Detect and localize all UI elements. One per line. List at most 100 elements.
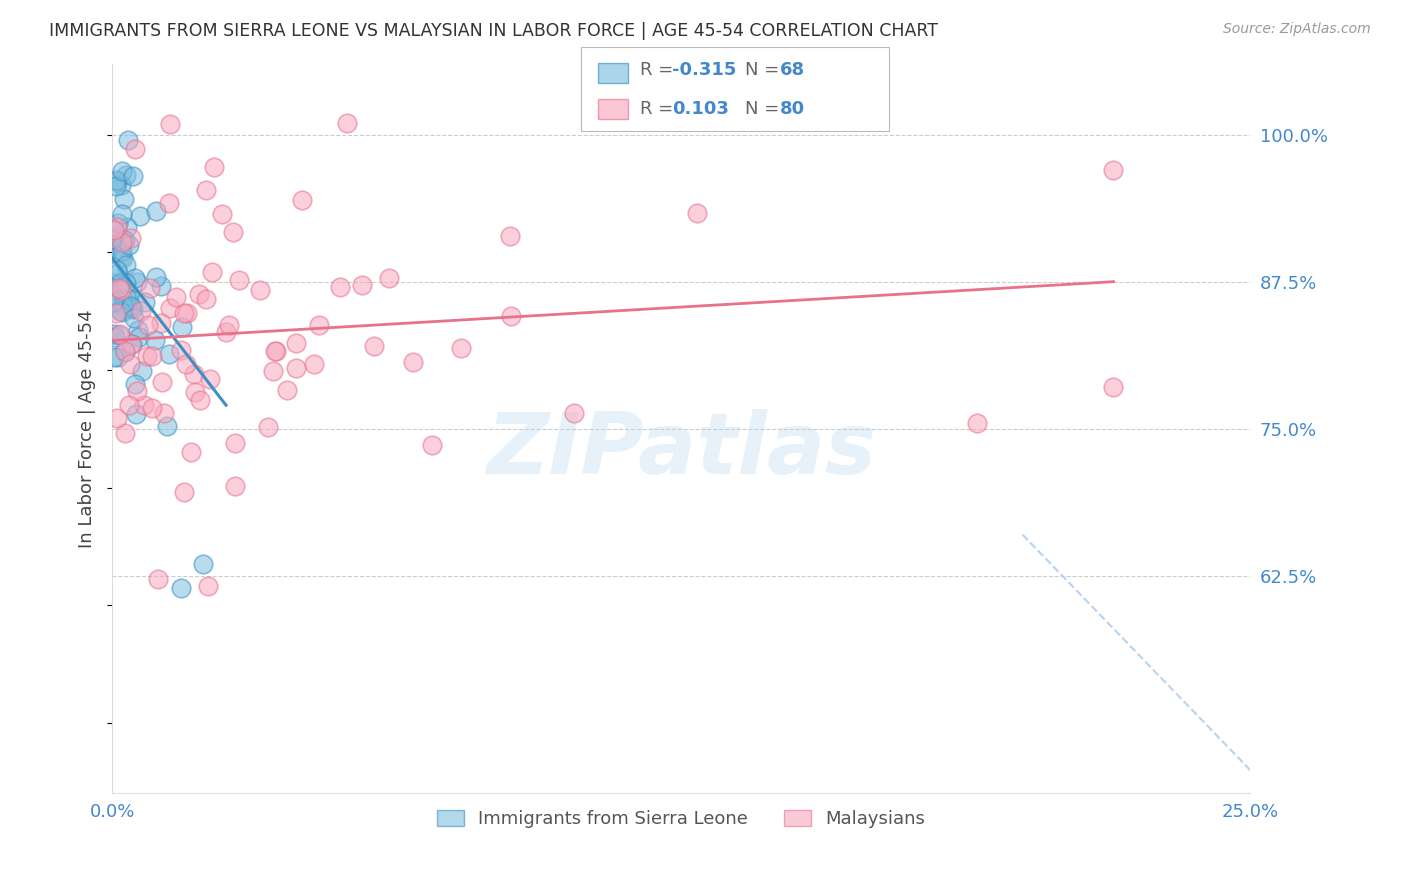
Point bbox=[190, 392, 212, 407]
Point bbox=[108, 304, 131, 318]
Point bbox=[120, 337, 142, 351]
Point bbox=[285, 335, 308, 350]
Point bbox=[101, 232, 124, 246]
Text: IMMIGRANTS FROM SIERRA LEONE VS MALAYSIAN IN LABOR FORCE | AGE 45-54 CORRELATION: IMMIGRANTS FROM SIERRA LEONE VS MALAYSIA… bbox=[49, 22, 938, 40]
Point bbox=[686, 206, 709, 220]
Point bbox=[107, 266, 129, 280]
Text: ZIPatlas: ZIPatlas bbox=[486, 409, 876, 492]
Point bbox=[110, 275, 132, 289]
Point bbox=[112, 298, 135, 312]
Text: N =: N = bbox=[745, 62, 785, 79]
Point bbox=[128, 210, 150, 224]
Point bbox=[201, 265, 224, 279]
Point bbox=[221, 225, 243, 239]
Point bbox=[104, 178, 127, 193]
Point bbox=[132, 398, 155, 412]
Point bbox=[183, 367, 205, 381]
Point bbox=[141, 401, 163, 415]
Point bbox=[145, 334, 167, 348]
Point bbox=[107, 350, 129, 364]
Point bbox=[284, 360, 307, 375]
Point bbox=[115, 168, 138, 182]
Point bbox=[107, 281, 129, 295]
Point bbox=[499, 310, 522, 324]
Point bbox=[291, 193, 314, 207]
Point bbox=[111, 164, 134, 178]
Point bbox=[105, 306, 128, 320]
Point bbox=[215, 326, 238, 340]
Point bbox=[101, 221, 124, 235]
Point bbox=[136, 318, 159, 333]
Point bbox=[125, 275, 148, 289]
Point bbox=[352, 277, 374, 292]
Point bbox=[170, 343, 193, 358]
Point bbox=[150, 375, 173, 389]
Point bbox=[105, 263, 128, 277]
Point bbox=[193, 557, 215, 571]
Point bbox=[110, 283, 132, 297]
Point bbox=[118, 292, 141, 306]
Point bbox=[117, 132, 139, 146]
Point bbox=[256, 420, 278, 434]
Text: 0.103: 0.103 bbox=[672, 100, 728, 118]
Point bbox=[184, 385, 207, 400]
Point bbox=[173, 306, 195, 320]
Point bbox=[363, 339, 385, 353]
Point bbox=[131, 364, 153, 378]
Point bbox=[121, 301, 143, 315]
Point bbox=[264, 343, 287, 358]
Point bbox=[308, 318, 330, 332]
Point bbox=[111, 305, 134, 319]
Point bbox=[127, 323, 149, 337]
Point bbox=[122, 169, 145, 184]
Point bbox=[110, 250, 132, 264]
Point bbox=[120, 357, 142, 371]
Point bbox=[402, 355, 425, 369]
Point bbox=[159, 301, 181, 315]
Text: -0.315: -0.315 bbox=[672, 62, 737, 79]
Point bbox=[159, 117, 181, 131]
Text: R =: R = bbox=[640, 62, 679, 79]
Point bbox=[165, 289, 187, 303]
Text: R =: R = bbox=[640, 100, 685, 118]
Point bbox=[103, 327, 125, 342]
Point bbox=[105, 174, 128, 188]
Point bbox=[564, 406, 586, 420]
Point bbox=[134, 295, 156, 310]
Point bbox=[103, 294, 125, 309]
Point bbox=[420, 438, 443, 452]
Point bbox=[263, 344, 285, 359]
Point bbox=[105, 411, 128, 425]
Point bbox=[110, 178, 132, 192]
Point bbox=[188, 287, 211, 301]
Legend: Immigrants from Sierra Leone, Malaysians: Immigrants from Sierra Leone, Malaysians bbox=[429, 803, 932, 836]
Text: Source: ZipAtlas.com: Source: ZipAtlas.com bbox=[1223, 22, 1371, 37]
Point bbox=[139, 280, 162, 294]
Point bbox=[104, 330, 127, 344]
Point bbox=[114, 344, 136, 359]
Point bbox=[450, 341, 472, 355]
Point bbox=[108, 327, 131, 342]
Point bbox=[218, 318, 240, 332]
Y-axis label: In Labor Force | Age 45-54: In Labor Force | Age 45-54 bbox=[79, 310, 96, 548]
Point bbox=[111, 244, 134, 258]
Point bbox=[114, 234, 136, 248]
Point bbox=[204, 160, 226, 174]
Point bbox=[124, 377, 146, 392]
Point bbox=[194, 292, 217, 306]
Text: 80: 80 bbox=[780, 100, 806, 118]
Point bbox=[128, 329, 150, 343]
Point bbox=[124, 407, 146, 421]
Point bbox=[103, 276, 125, 290]
Point bbox=[122, 310, 145, 325]
Point bbox=[110, 239, 132, 253]
Point bbox=[195, 183, 218, 197]
Point bbox=[114, 258, 136, 272]
Point bbox=[105, 172, 128, 186]
Point bbox=[105, 220, 128, 235]
Point bbox=[114, 425, 136, 440]
Point bbox=[103, 223, 125, 237]
Point bbox=[112, 251, 135, 265]
Point bbox=[145, 270, 167, 285]
Point bbox=[169, 581, 191, 595]
